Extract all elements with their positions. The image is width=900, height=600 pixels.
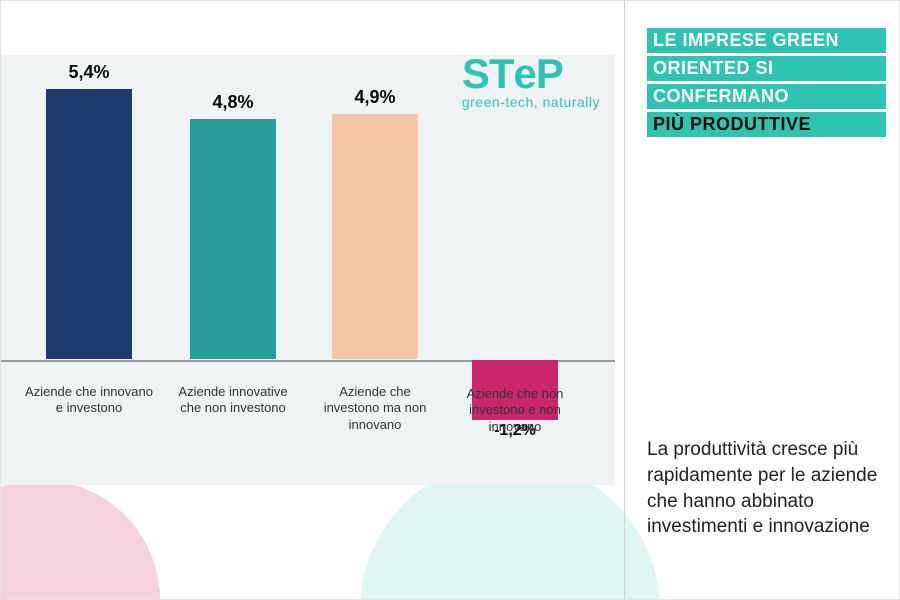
headline-line-1: ORIENTED SI bbox=[647, 56, 886, 81]
bar-0 bbox=[46, 89, 132, 359]
logo-wordmark: STeP bbox=[462, 50, 600, 98]
logo: STeP green-tech, naturally bbox=[462, 50, 600, 110]
bar-1 bbox=[190, 119, 276, 359]
slide: STeP green-tech, naturally 5,4%Aziende c… bbox=[0, 0, 900, 600]
bar-group-1: 4,8%Aziende innovative che non investono bbox=[178, 92, 288, 359]
bar-group-0: 5,4%Aziende che innovano e investono bbox=[34, 62, 144, 359]
headline-line-0: LE IMPRESE GREEN bbox=[647, 28, 886, 53]
text-panel: LE IMPRESE GREEN ORIENTED SI CONFERMANO PIÙ… bbox=[624, 0, 900, 600]
sub-text: La produttività cresce più rapidamente p… bbox=[647, 437, 886, 540]
headline-line-2: CONFERMANO bbox=[647, 84, 886, 109]
bar-group-3: -1,2%Aziende che non investono e non inn… bbox=[460, 360, 570, 440]
headline-line-3: PIÙ PRODUTTIVE bbox=[647, 112, 886, 137]
headline: LE IMPRESE GREEN ORIENTED SI CONFERMANO PIÙ… bbox=[647, 28, 886, 140]
logo-tagline: green-tech, naturally bbox=[462, 94, 600, 110]
bar-group-2: 4,9%Aziende che investono ma non innovan… bbox=[320, 87, 430, 359]
bar-2 bbox=[332, 114, 418, 359]
bar-label-3: Aziende che non investono e non innovano bbox=[450, 386, 580, 435]
bar-value-2: 4,9% bbox=[320, 87, 430, 108]
bar-value-0: 5,4% bbox=[34, 62, 144, 83]
chart-panel: STeP green-tech, naturally 5,4%Aziende c… bbox=[0, 0, 624, 600]
bar-label-2: Aziende che investono ma non innovano bbox=[310, 384, 440, 433]
bar-label-1: Aziende innovative che non investono bbox=[168, 384, 298, 417]
bar-label-0: Aziende che innovano e investono bbox=[24, 384, 154, 417]
bar-value-1: 4,8% bbox=[178, 92, 288, 113]
